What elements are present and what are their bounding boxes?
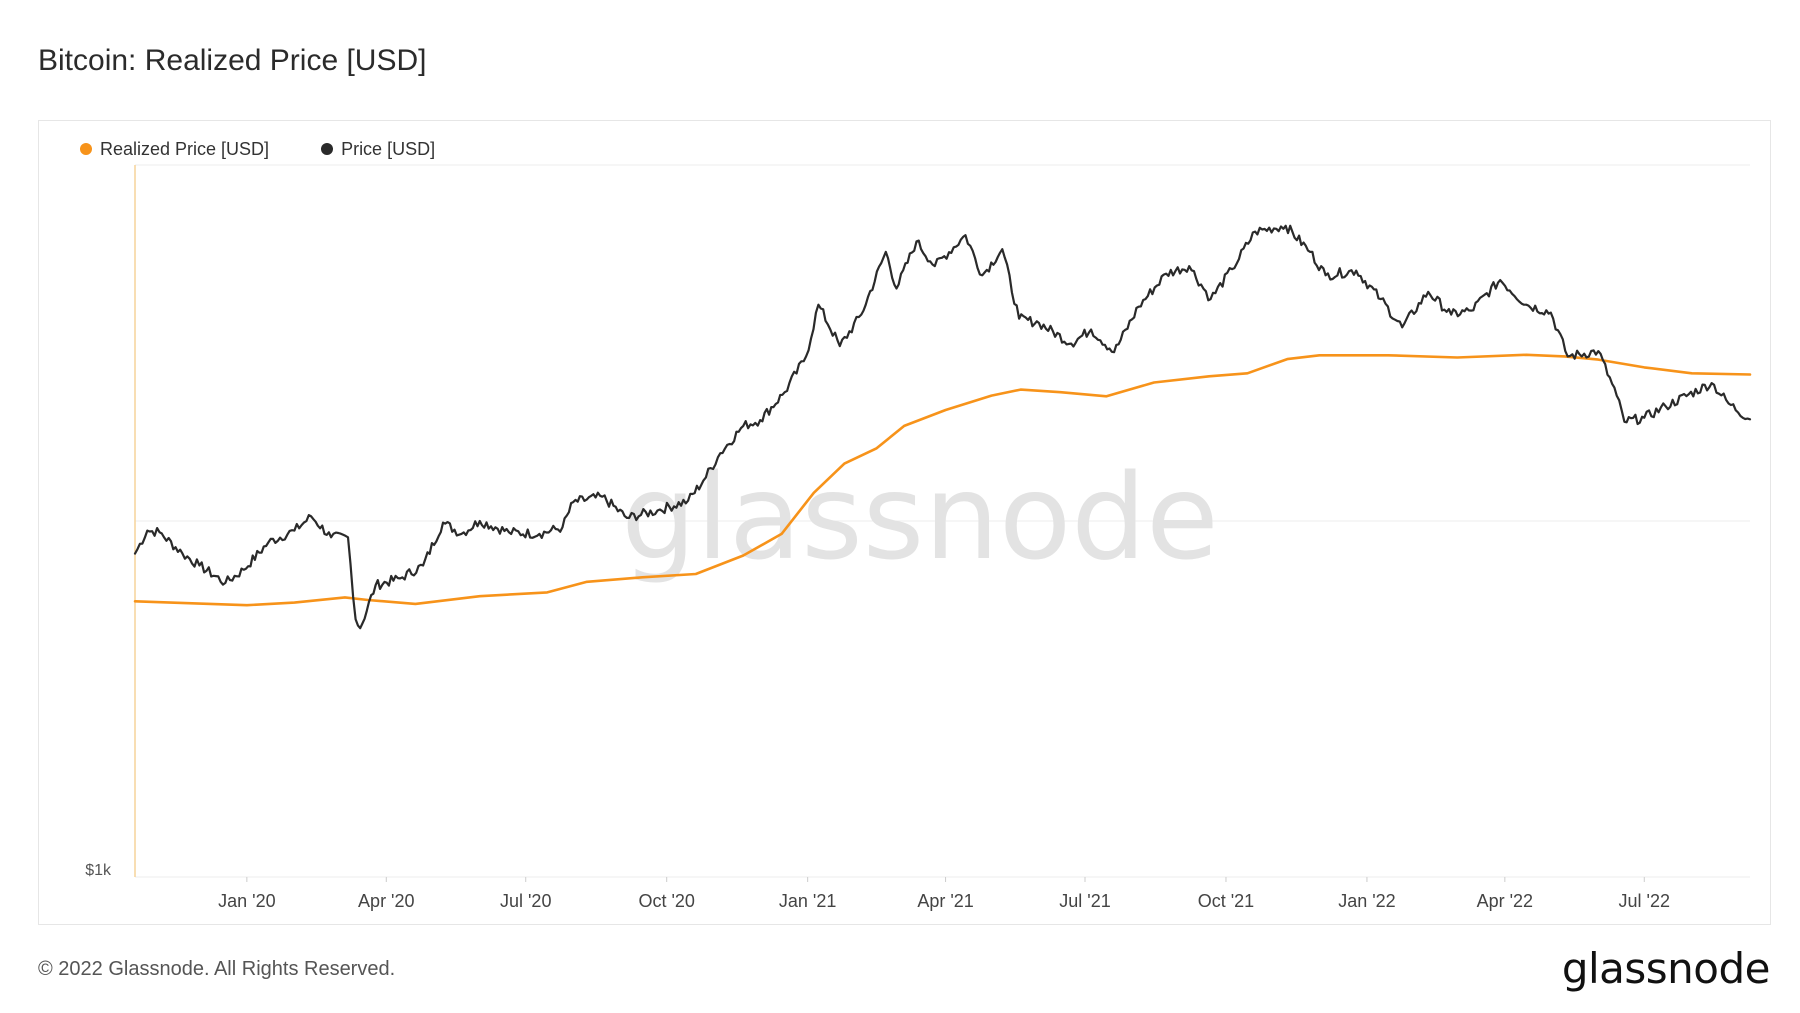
- page-title: Bitcoin: Realized Price [USD]: [38, 44, 427, 77]
- legend-item-price[interactable]: Price [USD]: [321, 139, 435, 160]
- legend-dot-icon: [80, 143, 92, 155]
- x-tick-label: Jan '22: [1338, 891, 1395, 911]
- x-tick-label: Apr '21: [917, 891, 973, 911]
- legend-label: Realized Price [USD]: [100, 138, 270, 159]
- legend-dot-icon: [321, 143, 334, 155]
- x-tick-label: Jan '21: [779, 891, 836, 911]
- price-series-line: [133, 224, 1752, 630]
- x-tick-label: Jul '22: [1619, 891, 1670, 911]
- x-tick-label: Apr '22: [1477, 891, 1533, 911]
- x-tick-label: Jul '21: [1059, 891, 1110, 911]
- glassnode-logo[interactable]: glassnode: [1561, 944, 1771, 993]
- legend-label: Price [USD]: [341, 138, 436, 159]
- footer-copyright: © 2022 Glassnode. All Rights Reserved.: [38, 958, 396, 980]
- legend-item-realized-price[interactable]: Realized Price [USD]: [80, 139, 269, 160]
- x-tick-label: Oct '20: [638, 891, 694, 911]
- y-tick-label: $1k: [85, 862, 112, 879]
- x-tick-label: Jul '20: [500, 891, 551, 911]
- chart-legend: Realized Price [USD] Price [USD]: [80, 137, 487, 161]
- x-tick-label: Oct '21: [1198, 891, 1254, 911]
- x-tick-label: Apr '20: [358, 891, 414, 911]
- chart-panel: [38, 120, 1771, 925]
- realized-price-series-line: [133, 353, 1752, 607]
- x-tick-label: Jan '20: [218, 891, 275, 911]
